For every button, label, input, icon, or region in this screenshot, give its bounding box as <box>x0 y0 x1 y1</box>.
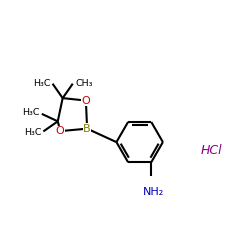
Text: H₃C: H₃C <box>24 128 42 137</box>
Text: H₃C: H₃C <box>22 108 40 117</box>
Text: B: B <box>83 124 91 134</box>
Text: NH₂: NH₂ <box>143 186 164 196</box>
Text: H₃C: H₃C <box>33 79 50 88</box>
Text: CH₃: CH₃ <box>76 79 93 88</box>
Text: O: O <box>56 126 64 136</box>
Text: O: O <box>82 96 90 106</box>
Text: HCl: HCl <box>201 144 222 157</box>
